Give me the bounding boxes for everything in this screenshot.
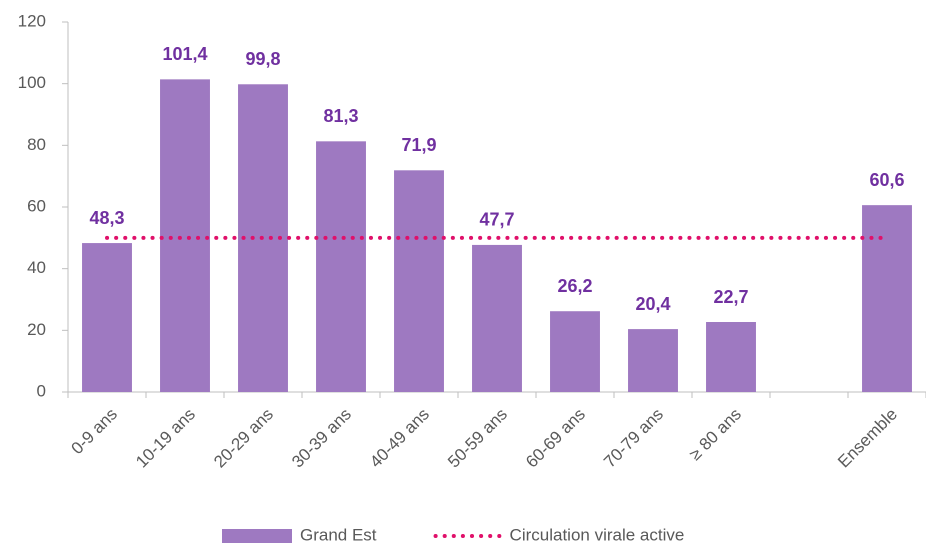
value-label: 60,6 xyxy=(869,170,904,190)
bar xyxy=(160,79,210,392)
bar xyxy=(862,205,912,392)
y-tick-label: 60 xyxy=(27,196,46,215)
bar xyxy=(472,244,522,392)
bar xyxy=(550,311,600,392)
bar xyxy=(82,243,132,392)
x-tick-label: 20-29 ans xyxy=(210,405,277,472)
y-tick-label: 80 xyxy=(27,135,46,154)
x-tick-label: 60-69 ans xyxy=(522,405,589,472)
y-tick-label: 40 xyxy=(27,258,46,277)
x-tick-label: 40-49 ans xyxy=(366,405,433,472)
legend-swatch xyxy=(222,529,292,543)
value-label: 71,9 xyxy=(401,135,436,155)
x-tick-label: 70-79 ans xyxy=(600,405,667,472)
x-tick-label: Ensemble xyxy=(834,405,901,472)
legend-label: Grand Est xyxy=(300,525,377,544)
y-tick-label: 100 xyxy=(18,73,46,92)
value-label: 47,7 xyxy=(479,210,514,230)
y-tick-label: 0 xyxy=(37,381,46,400)
bar xyxy=(394,170,444,392)
bar xyxy=(316,141,366,392)
value-label: 22,7 xyxy=(713,287,748,307)
value-label: 101,4 xyxy=(162,44,207,64)
x-tick-label: 10-19 ans xyxy=(132,405,199,472)
legend-label: Circulation virale active xyxy=(510,525,685,544)
value-label: 48,3 xyxy=(89,208,124,228)
x-tick-label: 50-59 ans xyxy=(444,405,511,472)
value-label: 26,2 xyxy=(557,276,592,296)
value-label: 99,8 xyxy=(245,49,280,69)
x-tick-label: ≥ 80 ans xyxy=(686,405,745,464)
bar xyxy=(706,322,756,392)
y-tick-label: 120 xyxy=(18,11,46,30)
x-tick-label: 0-9 ans xyxy=(67,405,121,459)
x-tick-label: 30-39 ans xyxy=(288,405,355,472)
bar xyxy=(628,329,678,392)
y-tick-label: 20 xyxy=(27,320,46,339)
value-label: 20,4 xyxy=(635,294,670,314)
value-label: 81,3 xyxy=(323,106,358,126)
